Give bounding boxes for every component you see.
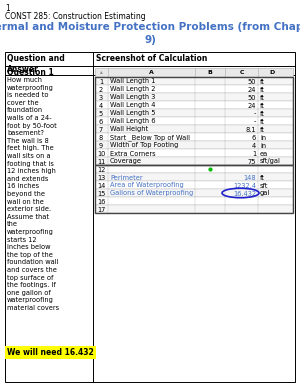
Bar xyxy=(95,205,293,213)
Text: 1: 1 xyxy=(99,78,103,85)
Text: ea: ea xyxy=(260,151,268,156)
Text: ft: ft xyxy=(260,87,265,92)
Text: ft: ft xyxy=(260,78,265,85)
Bar xyxy=(95,181,293,189)
Text: ft: ft xyxy=(260,102,265,109)
Text: 6: 6 xyxy=(99,118,103,125)
Bar xyxy=(95,125,293,133)
Text: Wall Length 4: Wall Length 4 xyxy=(110,102,155,109)
Text: 16.432: 16.432 xyxy=(233,191,256,196)
Text: 4: 4 xyxy=(252,142,256,149)
Text: -: - xyxy=(254,111,256,116)
Bar xyxy=(95,93,293,101)
Text: Wall Length 2: Wall Length 2 xyxy=(110,87,155,92)
Bar xyxy=(95,68,293,77)
Text: Question 1: Question 1 xyxy=(7,68,54,76)
Text: 1232.4: 1232.4 xyxy=(233,182,256,189)
Text: 1: 1 xyxy=(252,151,256,156)
Bar xyxy=(95,197,293,205)
Bar xyxy=(95,101,293,109)
Text: Perimeter: Perimeter xyxy=(110,175,142,180)
Text: Start _Below Top of Wall: Start _Below Top of Wall xyxy=(110,135,190,141)
Text: 8: 8 xyxy=(99,135,103,140)
Text: A: A xyxy=(149,69,154,74)
Text: sft: sft xyxy=(260,182,269,189)
Text: 24: 24 xyxy=(248,87,256,92)
Text: sft/gal: sft/gal xyxy=(260,159,281,165)
Text: Gallons of Waterproofing: Gallons of Waterproofing xyxy=(110,191,193,196)
Text: D: D xyxy=(269,69,274,74)
Text: Area of Waterproofing: Area of Waterproofing xyxy=(110,182,184,189)
Text: ft: ft xyxy=(260,95,265,100)
Text: Width of Top Footing: Width of Top Footing xyxy=(110,142,178,149)
Text: 50: 50 xyxy=(248,95,256,100)
Text: 12: 12 xyxy=(97,166,105,173)
Text: 13: 13 xyxy=(97,175,105,180)
Text: 16: 16 xyxy=(97,199,105,204)
Text: Coverage: Coverage xyxy=(110,159,142,165)
Text: Wall Length 6: Wall Length 6 xyxy=(110,118,155,125)
Text: Thermal and Moisture Protection Problems (from Chapter
9): Thermal and Moisture Protection Problems… xyxy=(0,22,300,45)
Text: CONST 285: Construction Estimating: CONST 285: Construction Estimating xyxy=(5,12,145,21)
Text: gal: gal xyxy=(260,191,270,196)
Bar xyxy=(95,173,293,181)
Bar xyxy=(95,157,293,165)
Text: Wall Length 5: Wall Length 5 xyxy=(110,111,155,116)
Text: 24: 24 xyxy=(248,102,256,109)
Bar xyxy=(95,77,293,85)
Bar xyxy=(95,149,293,157)
Text: 17: 17 xyxy=(97,206,105,213)
Text: ft: ft xyxy=(260,126,265,132)
Text: 4: 4 xyxy=(99,102,103,109)
Bar xyxy=(95,85,293,93)
Text: 2: 2 xyxy=(99,87,103,92)
Text: 3: 3 xyxy=(99,95,103,100)
Text: 5: 5 xyxy=(99,111,103,116)
Bar xyxy=(95,165,293,173)
Bar xyxy=(95,133,293,141)
Text: Screenshot of Calculation: Screenshot of Calculation xyxy=(96,54,207,63)
Text: 75: 75 xyxy=(248,159,256,165)
Text: 14: 14 xyxy=(97,182,105,189)
Text: Wall Height: Wall Height xyxy=(110,126,148,132)
Text: We will need 16.432: We will need 16.432 xyxy=(7,348,94,357)
Text: 10: 10 xyxy=(97,151,105,156)
Bar xyxy=(95,77,293,165)
Text: B: B xyxy=(208,69,212,74)
Text: 6: 6 xyxy=(252,135,256,140)
Text: 11: 11 xyxy=(97,159,105,165)
Text: Wall Length 1: Wall Length 1 xyxy=(110,78,155,85)
Bar xyxy=(95,165,293,213)
Text: How much
waterproofing
is needed to
cover the
foundation
walls of a 24-
foot by : How much waterproofing is needed to cove… xyxy=(7,77,59,311)
Bar xyxy=(95,109,293,117)
Text: 148: 148 xyxy=(243,175,256,180)
Text: 50: 50 xyxy=(248,78,256,85)
Text: ft: ft xyxy=(260,111,265,116)
Text: in: in xyxy=(260,135,266,140)
Text: Extra Corners: Extra Corners xyxy=(110,151,156,156)
Text: 15: 15 xyxy=(97,191,105,196)
Text: in: in xyxy=(260,142,266,149)
Text: ft: ft xyxy=(260,118,265,125)
Text: ▴: ▴ xyxy=(100,69,102,74)
Text: C: C xyxy=(239,69,244,74)
Bar xyxy=(95,117,293,125)
Text: -: - xyxy=(254,118,256,125)
Text: Question and
Answer: Question and Answer xyxy=(7,54,65,74)
Text: Wall Length 3: Wall Length 3 xyxy=(110,95,155,100)
Text: 1: 1 xyxy=(5,4,10,13)
Text: ft: ft xyxy=(260,175,265,180)
Bar xyxy=(5,52,295,382)
Text: 7: 7 xyxy=(99,126,103,132)
Text: 9: 9 xyxy=(99,142,103,149)
Bar xyxy=(95,141,293,149)
Bar xyxy=(95,189,293,197)
Text: 8.1: 8.1 xyxy=(245,126,256,132)
